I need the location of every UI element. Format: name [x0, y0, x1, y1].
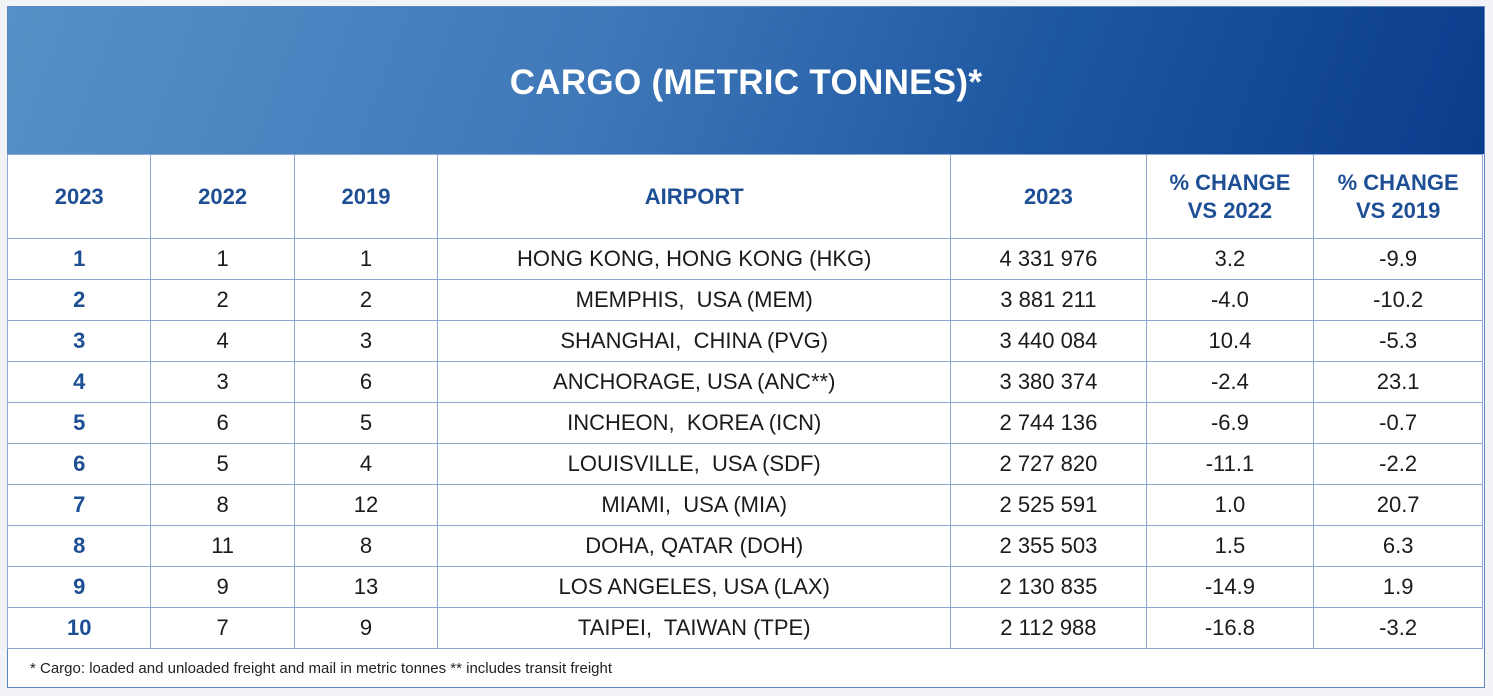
- table-row: 6 5 4 LOUISVILLE, USA (SDF) 2 727 820 -11.1 -2…: [6, 443, 1483, 485]
- cell-change-vs-2019: 23.1: [1313, 361, 1483, 403]
- cargo-table-card: CARGO (METRIC TONNES)* 2023 2022 2019 AIRPO…: [6, 6, 1485, 688]
- cell-change-vs-2019: -9.9: [1313, 238, 1483, 280]
- table-row: 5 6 5 INCHEON, KOREA (ICN) 2 744 136 -6.9 -0.7: [6, 402, 1483, 444]
- header-airport: AIRPORT: [437, 154, 952, 239]
- cell-rank-2019: 2: [293, 279, 439, 321]
- cell-airport: LOUISVILLE, USA (SDF): [437, 443, 952, 485]
- cell-rank-2022: 9: [150, 566, 295, 608]
- cell-tonnes-2023: 3 881 211: [950, 279, 1147, 321]
- cell-rank-2022: 3: [150, 361, 295, 403]
- cell-airport: DOHA, QATAR (DOH): [437, 525, 952, 567]
- cell-airport: HONG KONG, HONG KONG (HKG): [437, 238, 952, 280]
- cell-rank-2023: 4: [6, 361, 152, 403]
- cell-rank-2019: 12: [293, 484, 439, 526]
- table-row: 10 7 9 TAIPEI, TAIWAN (TPE) 2 112 988 -16.8 -3…: [6, 607, 1483, 649]
- table-row: 7 8 12 MIAMI, USA (MIA) 2 525 591 1.0 20.7: [6, 484, 1483, 526]
- cell-rank-2023: 8: [6, 525, 152, 567]
- cell-rank-2022: 6: [150, 402, 295, 444]
- cell-rank-2019: 5: [293, 402, 439, 444]
- header-change-vs-2022: % CHANGE VS 2022: [1145, 154, 1315, 239]
- cell-rank-2019: 8: [293, 525, 439, 567]
- cell-tonnes-2023: 2 744 136: [950, 402, 1147, 444]
- cell-change-vs-2022: 1.0: [1145, 484, 1315, 526]
- cell-change-vs-2019: -0.7: [1313, 402, 1483, 444]
- cell-rank-2019: 1: [293, 238, 439, 280]
- table-row: 3 4 3 SHANGHAI, CHINA (PVG) 3 440 084 10.4 -5.…: [6, 320, 1483, 362]
- header-change-vs-2019: % CHANGE VS 2019: [1313, 154, 1483, 239]
- header-rank-2019: 2019: [293, 154, 439, 239]
- cell-rank-2019: 3: [293, 320, 439, 362]
- cell-rank-2022: 7: [150, 607, 295, 649]
- cell-change-vs-2022: -4.0: [1145, 279, 1315, 321]
- cell-change-vs-2022: 1.5: [1145, 525, 1315, 567]
- cell-change-vs-2022: -11.1: [1145, 443, 1315, 485]
- table-title: CARGO (METRIC TONNES)*: [509, 62, 983, 102]
- cell-rank-2019: 4: [293, 443, 439, 485]
- table-row: 4 3 6 ANCHORAGE, USA (ANC**) 3 380 374 -2.4 23…: [6, 361, 1483, 403]
- cell-rank-2023: 5: [6, 402, 152, 444]
- cell-rank-2023: 1: [6, 238, 152, 280]
- cell-airport: SHANGHAI, CHINA (PVG): [437, 320, 952, 362]
- cell-airport: TAIPEI, TAIWAN (TPE): [437, 607, 952, 649]
- cell-change-vs-2019: -3.2: [1313, 607, 1483, 649]
- cell-rank-2023: 7: [6, 484, 152, 526]
- cell-rank-2022: 4: [150, 320, 295, 362]
- cell-rank-2023: 3: [6, 320, 152, 362]
- cell-change-vs-2022: 3.2: [1145, 238, 1315, 280]
- cell-rank-2023: 10: [6, 607, 152, 649]
- cell-tonnes-2023: 2 355 503: [950, 525, 1147, 567]
- cell-rank-2019: 9: [293, 607, 439, 649]
- cell-change-vs-2022: -2.4: [1145, 361, 1315, 403]
- table-row: 2 2 2 MEMPHIS, USA (MEM) 3 881 211 -4.0 -10.2: [6, 279, 1483, 321]
- cell-tonnes-2023: 3 440 084: [950, 320, 1147, 362]
- cell-rank-2023: 2: [6, 279, 152, 321]
- cell-tonnes-2023: 3 380 374: [950, 361, 1147, 403]
- cell-change-vs-2022: 10.4: [1145, 320, 1315, 362]
- cell-change-vs-2019: -5.3: [1313, 320, 1483, 362]
- cell-rank-2023: 9: [6, 566, 152, 608]
- cell-change-vs-2022: -14.9: [1145, 566, 1315, 608]
- cell-change-vs-2019: 6.3: [1313, 525, 1483, 567]
- cell-rank-2022: 8: [150, 484, 295, 526]
- table-row: 1 1 1 HONG KONG, HONG KONG (HKG) 4 331 976 3.…: [6, 238, 1483, 280]
- cell-rank-2019: 13: [293, 566, 439, 608]
- cell-rank-2023: 6: [6, 443, 152, 485]
- cell-tonnes-2023: 4 331 976: [950, 238, 1147, 280]
- cell-tonnes-2023: 2 130 835: [950, 566, 1147, 608]
- cell-change-vs-2019: -2.2: [1313, 443, 1483, 485]
- table-row: 9 9 13 LOS ANGELES, USA (LAX) 2 130 835 -14.9…: [6, 566, 1483, 608]
- footnote: * Cargo: loaded and unloaded freight and…: [30, 659, 613, 677]
- cell-change-vs-2019: 20.7: [1313, 484, 1483, 526]
- cell-rank-2022: 11: [150, 525, 295, 567]
- cell-airport: LOS ANGELES, USA (LAX): [437, 566, 952, 608]
- cell-airport: MIAMI, USA (MIA): [437, 484, 952, 526]
- cell-tonnes-2023: 2 112 988: [950, 607, 1147, 649]
- cell-rank-2022: 1: [150, 238, 295, 280]
- cell-airport: ANCHORAGE, USA (ANC**): [437, 361, 952, 403]
- header-tonnes-2023: 2023: [950, 154, 1147, 239]
- title-banner: CARGO (METRIC TONNES)*: [8, 7, 1484, 154]
- cell-airport: MEMPHIS, USA (MEM): [437, 279, 952, 321]
- cell-change-vs-2019: 1.9: [1313, 566, 1483, 608]
- cell-rank-2019: 6: [293, 361, 439, 403]
- header-rank-2022: 2022: [150, 154, 295, 239]
- table-row: 8 11 8 DOHA, QATAR (DOH) 2 355 503 1.5 6.3: [6, 525, 1483, 567]
- cell-tonnes-2023: 2 727 820: [950, 443, 1147, 485]
- cell-change-vs-2019: -10.2: [1313, 279, 1483, 321]
- cell-rank-2022: 2: [150, 279, 295, 321]
- cell-airport: INCHEON, KOREA (ICN): [437, 402, 952, 444]
- cargo-ranking-table: 2023 2022 2019 AIRPORT 2023% CHANGE VS 2022%…: [6, 154, 1483, 649]
- header-row: 2023 2022 2019 AIRPORT 2023% CHANGE VS 2022%…: [6, 154, 1483, 239]
- cell-tonnes-2023: 2 525 591: [950, 484, 1147, 526]
- cell-change-vs-2022: -16.8: [1145, 607, 1315, 649]
- header-rank-2023: 2023: [6, 154, 152, 239]
- cell-rank-2022: 5: [150, 443, 295, 485]
- cell-change-vs-2022: -6.9: [1145, 402, 1315, 444]
